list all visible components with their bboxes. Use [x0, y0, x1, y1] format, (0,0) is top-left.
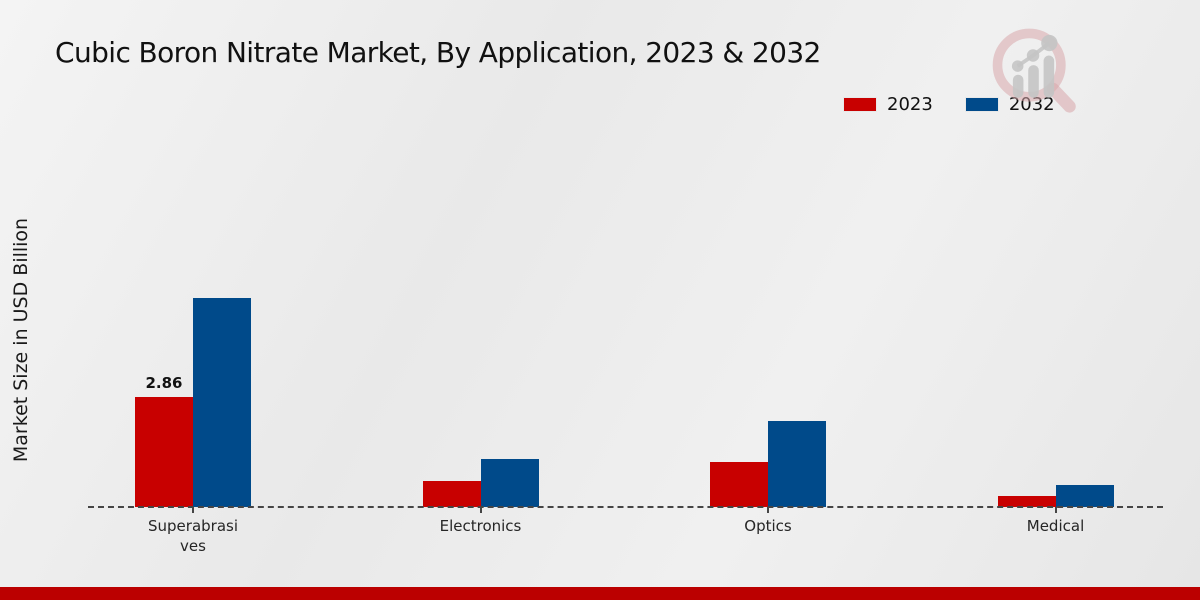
x-axis-tick-superabrasives [192, 507, 194, 513]
plot-area: Superabrasives Electronics Optics Medical 2.… [88, 147, 1163, 555]
x-axis-label-medical: Medical [1026, 517, 1085, 535]
bar-2032-optics [768, 421, 826, 507]
bar-2032-electronics [480, 459, 539, 507]
x-axis-tick-electronics [479, 507, 482, 513]
x-axis-label-superabrasives: Superabrasives [148, 517, 238, 556]
x-axis-tick-optics [767, 507, 769, 513]
legend-swatch-2023 [843, 97, 877, 112]
magnifier-growth-chart-logo [992, 28, 1076, 113]
bar-2023-medical [997, 496, 1056, 507]
legend-item-2023: 2023 [843, 94, 933, 115]
bar-2023-superabrasives [135, 397, 193, 507]
bar-2023-electronics [422, 481, 481, 507]
x-axis-baseline [88, 506, 1163, 508]
x-axis-label-electronics: Electronics [439, 517, 522, 535]
bar-2023-optics [710, 462, 768, 507]
legend: 2023 2032 [843, 94, 1055, 115]
bar-2032-medical [1055, 485, 1114, 507]
x-axis-label-optics: Optics [744, 517, 792, 535]
legend-swatch-2032 [964, 97, 999, 112]
bar-value-label-2023-superabrasives: 2.86 [145, 374, 183, 392]
chart-title: Cubic Boron Nitrate Market, By Applicati… [55, 36, 821, 69]
legend-label-2023: 2023 [887, 94, 933, 115]
y-axis-title: Market Size in USD Billion [10, 217, 32, 463]
bar-2032-superabrasives [193, 298, 251, 507]
footer-accent-bar [0, 587, 1200, 600]
x-axis-tick-medical [1054, 507, 1057, 513]
